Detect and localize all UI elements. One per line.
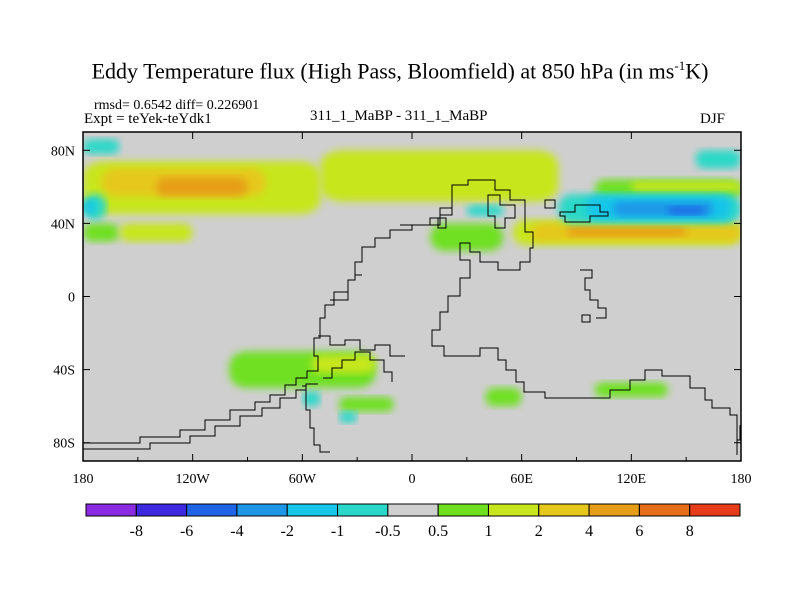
coastline-segment-1	[83, 383, 318, 450]
contour-region-27	[594, 382, 668, 398]
colorbar-swatch-12	[689, 503, 741, 517]
y-tick-label-2: 0	[68, 291, 75, 306]
coastline-segment-12	[736, 425, 741, 455]
x-tick-label-0: 180	[73, 472, 94, 487]
colorbar-label-7: 1	[484, 523, 492, 540]
y-tick-label-0: 80N	[51, 144, 75, 159]
coastline-segment-0	[83, 179, 738, 444]
colorbar-swatch-3	[236, 503, 288, 517]
coastline-segment-7	[544, 199, 556, 209]
coastline-segment-8	[580, 269, 607, 319]
colorbar-label-11: 8	[686, 523, 694, 540]
colorbar-swatch-4	[286, 503, 339, 517]
x-tick-label-4: 60E	[510, 472, 533, 487]
experiment-label: Expt = teYek-teYdk1	[84, 111, 212, 127]
y-tick-label-3: 40S	[53, 364, 75, 379]
coastline-segment-3	[318, 335, 405, 357]
y-tick-label-1: 40N	[51, 217, 75, 232]
colorbar-label-2: -4	[230, 523, 243, 540]
contour-region-22	[311, 354, 376, 374]
colorbar-label-3: -2	[281, 523, 294, 540]
contour-region-4	[83, 223, 120, 242]
colorbar-label-6: 0.5	[428, 523, 448, 540]
colorbar-swatch-11	[638, 503, 691, 517]
contour-region-20	[430, 223, 504, 251]
colorbar-swatch-6	[387, 503, 439, 517]
colorbar-label-5: -0.5	[375, 523, 400, 540]
colorbar-label-10: 6	[635, 523, 643, 540]
colorbar-swatch-9	[538, 503, 590, 517]
x-tick-label-2: 60W	[289, 472, 317, 487]
coastline-segment-13	[400, 207, 452, 226]
colorbar-swatch-1	[135, 503, 188, 517]
contour-region-8	[83, 139, 120, 154]
chart-title: Eddy Temperature flux (High Pass, Bloomf…	[91, 58, 709, 84]
contour-region-17	[667, 206, 705, 215]
coastline-segment-9	[581, 314, 591, 323]
colorbar-label-8: 2	[535, 523, 543, 540]
colorbar-swatch-8	[487, 503, 540, 517]
contour-region-3	[156, 177, 248, 196]
coastline-segment-5	[330, 274, 362, 301]
x-tick-label-1: 120W	[176, 472, 211, 487]
coastline-segment-4	[302, 385, 330, 453]
contour-region-1	[320, 150, 559, 202]
colorbar-swatch-5	[337, 503, 389, 517]
contour-region-19	[466, 205, 504, 217]
contour-region-7	[83, 199, 96, 215]
colorbar-label-0: -8	[130, 523, 143, 540]
y-tick-label-4: 80S	[53, 437, 75, 452]
case-label: 311_1_MaBP - 311_1_MaBP	[310, 108, 488, 124]
colorbar-swatch-0	[85, 503, 137, 517]
colorbar-label-9: 4	[585, 523, 593, 540]
coastline-segment-10	[487, 194, 516, 229]
coastline-segment-11	[437, 217, 447, 229]
colorbar-swatch-2	[186, 503, 238, 517]
colorbar-swatch-7	[437, 503, 489, 517]
contour-region-13	[631, 181, 741, 193]
x-tick-label-3: 0	[409, 472, 416, 487]
contour-region-23	[338, 397, 394, 412]
colorbar-label-1: -6	[180, 523, 193, 540]
colorbar-label-4: -1	[331, 523, 344, 540]
colorbar-swatch-10	[588, 503, 640, 517]
contour-region-25	[338, 411, 358, 423]
coastline-segment-2	[323, 351, 393, 382]
x-tick-label-6: 180	[731, 472, 752, 487]
season-label: DJF	[700, 111, 726, 127]
contour-region-18	[695, 150, 741, 169]
contour-region-26	[485, 387, 522, 407]
stats-label: rmsd= 0.6542 diff= 0.226901	[94, 98, 260, 113]
contour-region-24	[302, 391, 321, 407]
coastline-segment-6	[559, 204, 609, 223]
x-tick-label-5: 120E	[617, 472, 647, 487]
contour-region-11	[567, 227, 687, 237]
contour-region-5	[119, 223, 193, 242]
